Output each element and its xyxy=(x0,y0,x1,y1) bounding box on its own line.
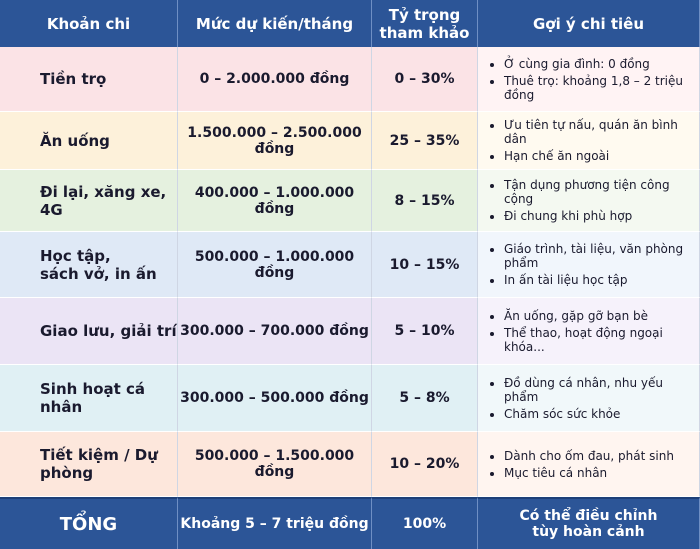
share-cell: 0 – 30% xyxy=(372,47,478,112)
tips-cell: Ưu tiên tự nấu, quán ăn bình dân Hạn chế … xyxy=(478,112,700,170)
header-cell: Khoản chi xyxy=(0,0,178,47)
tips-cell: Ở cùng gia đình: 0 đồng Thuê trọ: khoảng … xyxy=(478,47,700,112)
tips-cell: Đồ dùng cá nhân, nhu yếu phẩm Chăm sóc sứ… xyxy=(478,365,700,432)
item-cell: Học tập, sách vở, in ấn xyxy=(0,232,178,298)
item-cell: Tiết kiệm / Dự phòng xyxy=(0,432,178,497)
tips-cell: Giáo trình, tài liệu, văn phòng phẩm In ấ… xyxy=(478,232,700,298)
tips-list: Tận dụng phương tiện công cộng Đi chung k… xyxy=(492,175,699,226)
header-cell: Mức dự kiến/tháng xyxy=(178,0,372,47)
tip: Dành cho ốm đau, phát sinh xyxy=(504,449,674,463)
footer-cell: Khoảng 5 – 7 triệu đồng xyxy=(178,497,372,549)
share-cell: 8 – 15% xyxy=(372,170,478,232)
tip: In ấn tài liệu học tập xyxy=(504,273,699,287)
amount-cell: 1.500.000 – 2.500.000 đồng xyxy=(178,112,372,170)
item-cell: Tiền trọ xyxy=(0,47,178,112)
item-cell: Sinh hoạt cá nhân xyxy=(0,365,178,432)
tips-list: Đồ dùng cá nhân, nhu yếu phẩm Chăm sóc sứ… xyxy=(492,373,699,424)
amount-cell: 500.000 – 1.500.000 đồng xyxy=(178,432,372,497)
tip: Đồ dùng cá nhân, nhu yếu phẩm xyxy=(504,376,699,404)
share-cell: 25 – 35% xyxy=(372,112,478,170)
tips-cell: Ăn uống, gặp gỡ bạn bè Thể thao, hoạt độn… xyxy=(478,298,700,365)
tip: Ở cùng gia đình: 0 đồng xyxy=(504,57,699,71)
tips-list: Dành cho ốm đau, phát sinh Mục tiêu cá nh… xyxy=(492,446,674,483)
amount-cell: 500.000 – 1.000.000 đồng xyxy=(178,232,372,298)
tips-cell: Dành cho ốm đau, phát sinh Mục tiêu cá nh… xyxy=(478,432,700,497)
amount-cell: 300.000 – 500.000 đồng xyxy=(178,365,372,432)
share-cell: 10 – 20% xyxy=(372,432,478,497)
tip: Thể thao, hoạt động ngoại khóa... xyxy=(504,326,699,354)
footer-cell: Có thể điều chỉnh tùy hoàn cảnh xyxy=(478,497,700,549)
amount-cell: 400.000 – 1.000.000 đồng xyxy=(178,170,372,232)
tips-list: Ở cùng gia đình: 0 đồng Thuê trọ: khoảng … xyxy=(492,54,699,105)
header-cell: Tỷ trọng tham khảo xyxy=(372,0,478,47)
share-cell: 5 – 10% xyxy=(372,298,478,365)
footer-cell: 100% xyxy=(372,497,478,549)
item-cell: Giao lưu, giải trí xyxy=(0,298,178,365)
tip: Giáo trình, tài liệu, văn phòng phẩm xyxy=(504,242,699,270)
tip: Ăn uống, gặp gỡ bạn bè xyxy=(504,309,699,323)
tips-cell: Tận dụng phương tiện công cộng Đi chung k… xyxy=(478,170,700,232)
share-cell: 5 – 8% xyxy=(372,365,478,432)
tip: Ưu tiên tự nấu, quán ăn bình dân xyxy=(504,118,699,146)
tip: Hạn chế ăn ngoài xyxy=(504,149,699,163)
tips-list: Giáo trình, tài liệu, văn phòng phẩm In ấ… xyxy=(492,239,699,290)
tip: Mục tiêu cá nhân xyxy=(504,466,674,480)
tips-list: Ăn uống, gặp gỡ bạn bè Thể thao, hoạt độn… xyxy=(492,306,699,357)
item-cell: Đi lại, xăng xe, 4G xyxy=(0,170,178,232)
tip: Tận dụng phương tiện công cộng xyxy=(504,178,699,206)
amount-cell: 0 – 2.000.000 đồng xyxy=(178,47,372,112)
share-cell: 10 – 15% xyxy=(372,232,478,298)
tip: Chăm sóc sức khỏe xyxy=(504,407,699,421)
tips-list: Ưu tiên tự nấu, quán ăn bình dân Hạn chế … xyxy=(492,115,699,166)
footer-cell: TỔNG xyxy=(0,497,178,549)
header-cell: Gợi ý chi tiêu xyxy=(478,0,700,47)
tip: Thuê trọ: khoảng 1,8 – 2 triệu đồng xyxy=(504,74,699,102)
tip: Đi chung khi phù hợp xyxy=(504,209,699,223)
amount-cell: 300.000 – 700.000 đồng xyxy=(178,298,372,365)
item-cell: Ăn uống xyxy=(0,112,178,170)
